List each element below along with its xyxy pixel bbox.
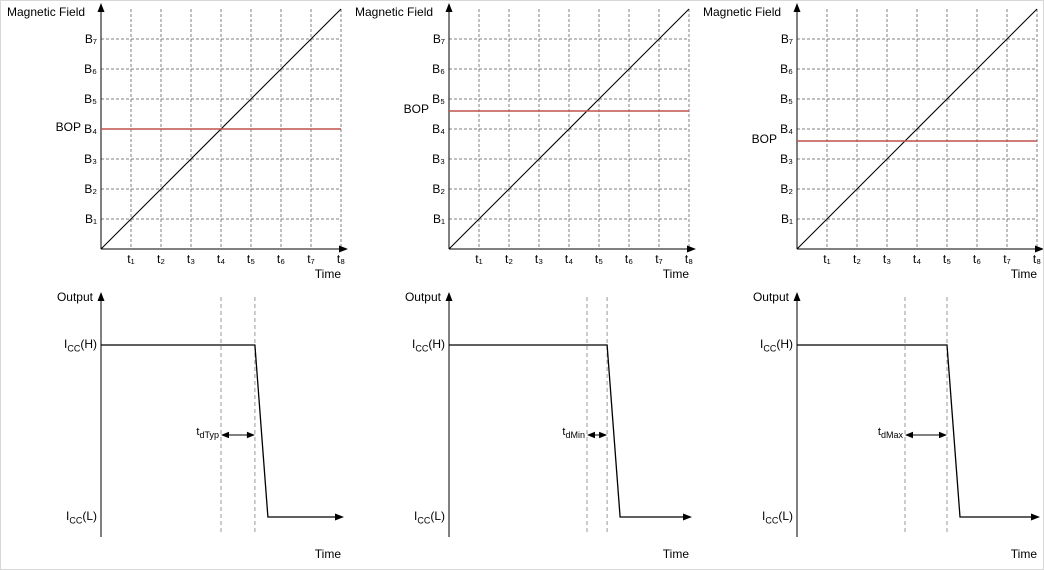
- icc-low-label: ICC(L): [65, 509, 97, 526]
- output-axis-label: Output: [56, 290, 93, 304]
- tick-label: t₇: [1003, 252, 1011, 266]
- bop-threshold-label: BOP: [751, 132, 777, 146]
- icc-low-label: ICC(L): [413, 509, 445, 526]
- panel-minimum-delay: Magnetic Field BOP B₇ B₆ B₅ B₄ B₃ B₂ B₁ t₁ t₂ t₃…: [349, 1, 697, 569]
- tick-label: B₃: [780, 152, 793, 166]
- field-xtick-labels: t₁ t₂ t₃ t₄ t₅ t₆ t₇ t₈: [464, 252, 704, 266]
- time-axis-label: Time: [1010, 267, 1037, 281]
- field-plot: [445, 3, 696, 253]
- tick-label: B₂: [780, 182, 793, 196]
- tick-label: t₆: [276, 252, 286, 266]
- tick-label: t₃: [882, 252, 892, 266]
- tick-label: B₂: [432, 182, 445, 196]
- delay-time-label: tdTyp: [196, 426, 219, 441]
- field-ytick-labels: B₇ B₆ B₅ B₄ B₃ B₂ B₁: [733, 24, 793, 234]
- delay-time-label: tdMin: [562, 426, 585, 441]
- field-xtick-labels: t₁ t₂ t₃ t₄ t₅ t₆ t₇ t₈: [812, 252, 1043, 266]
- field-axis-label: Magnetic Field: [703, 5, 782, 19]
- tick-label: t₇: [307, 252, 315, 266]
- tick-label: B₇: [780, 32, 793, 46]
- time-axis-label: Time: [1010, 547, 1037, 561]
- output-plot: [793, 292, 1040, 537]
- tick-label: B₆: [432, 62, 445, 76]
- tick-label: B₄: [84, 122, 97, 136]
- icc-high-label: ICC(H): [411, 337, 445, 354]
- tick-label: t₈: [684, 252, 694, 266]
- tick-label: t₅: [942, 252, 952, 266]
- field-axis-label: Magnetic Field: [7, 5, 86, 19]
- tick-label: t₃: [534, 252, 544, 266]
- panel-maximum-delay: Magnetic Field BOP B₇ B₆ B₅ B₄ B₃ B₂ B₁ t₁ t₂ t₃…: [697, 1, 1043, 569]
- field-plot: [97, 3, 348, 253]
- output-plot: [445, 292, 692, 537]
- tick-label: t₆: [972, 252, 982, 266]
- delay-time-label: tdMax: [877, 426, 903, 441]
- tick-label: B₁: [780, 212, 793, 226]
- field-plot: [793, 3, 1043, 253]
- output-axis-label: Output: [752, 290, 789, 304]
- tick-label: t₇: [655, 252, 663, 266]
- tick-label: B₆: [84, 62, 97, 76]
- tick-label: t₁: [823, 252, 831, 266]
- tick-label: B₅: [432, 92, 445, 106]
- output-chart: Output ICC(H) ICC(L) tdTyp Time: [1, 285, 349, 569]
- tick-label: t₅: [594, 252, 604, 266]
- field-ytick-labels: B₇ B₆ B₅ B₄ B₃ B₂ B₁: [385, 24, 445, 234]
- tick-label: t₈: [1032, 252, 1042, 266]
- time-axis-label: Time: [662, 547, 689, 561]
- field-xtick-labels: t₁ t₂ t₃ t₄ t₅ t₆ t₇ t₈: [116, 252, 356, 266]
- tick-label: t₄: [216, 252, 226, 266]
- tick-label: t₂: [853, 252, 861, 266]
- time-axis-label: Time: [314, 547, 341, 561]
- tick-label: t₈: [336, 252, 346, 266]
- tick-label: t₄: [564, 252, 574, 266]
- output-chart: Output ICC(H) ICC(L) tdMax Time: [697, 285, 1043, 569]
- time-axis-label: Time: [662, 267, 689, 281]
- tick-label: t₂: [505, 252, 513, 266]
- panel-typical-delay: Magnetic Field BOP B₇ B₆ B₅ B₄ B₃ B₂ B₁ t₁ t₂ t₃…: [1, 1, 349, 569]
- output-plot: [97, 292, 344, 537]
- tick-label: B₇: [432, 32, 445, 46]
- tick-label: t₁: [127, 252, 135, 266]
- tick-label: B₅: [84, 92, 97, 106]
- field-ytick-labels: B₇ B₆ B₅ B₄ B₃ B₂ B₁: [37, 24, 97, 234]
- tick-label: B₅: [780, 92, 793, 106]
- icc-high-label: ICC(H): [759, 337, 793, 354]
- bop-threshold-label: BOP: [403, 102, 429, 116]
- tick-label: B₄: [432, 122, 445, 136]
- time-axis-label: Time: [314, 267, 341, 281]
- tick-label: B₄: [780, 122, 793, 136]
- tick-label: t₆: [624, 252, 634, 266]
- tick-label: t₁: [475, 252, 483, 266]
- tick-label: t₅: [246, 252, 256, 266]
- icc-high-label: ICC(H): [63, 337, 97, 354]
- tick-label: B₃: [84, 152, 97, 166]
- magnetic-field-chart: Magnetic Field BOP B₇ B₆ B₅ B₄ B₃ B₂ B₁ t₁ t₂ t₃…: [697, 1, 1043, 285]
- tick-label: t₃: [186, 252, 196, 266]
- output-axis-label: Output: [404, 290, 441, 304]
- tick-label: B₃: [432, 152, 445, 166]
- tick-label: B₁: [84, 212, 97, 226]
- tick-label: B₇: [84, 32, 97, 46]
- magnetic-field-chart: Magnetic Field BOP B₇ B₆ B₅ B₄ B₃ B₂ B₁ t₁ t₂ t₃…: [349, 1, 697, 285]
- field-axis-label: Magnetic Field: [355, 5, 434, 19]
- output-chart: Output ICC(H) ICC(L) tdMin Time: [349, 285, 697, 569]
- bop-threshold-label: BOP: [55, 120, 81, 134]
- tick-label: t₂: [157, 252, 165, 266]
- tick-label: B₂: [84, 182, 97, 196]
- icc-low-label: ICC(L): [761, 509, 793, 526]
- tick-label: t₄: [912, 252, 922, 266]
- magnetic-field-chart: Magnetic Field BOP B₇ B₆ B₅ B₄ B₃ B₂ B₁ t₁ t₂ t₃…: [1, 1, 349, 285]
- tick-label: B₁: [432, 212, 445, 226]
- tick-label: B₆: [780, 62, 793, 76]
